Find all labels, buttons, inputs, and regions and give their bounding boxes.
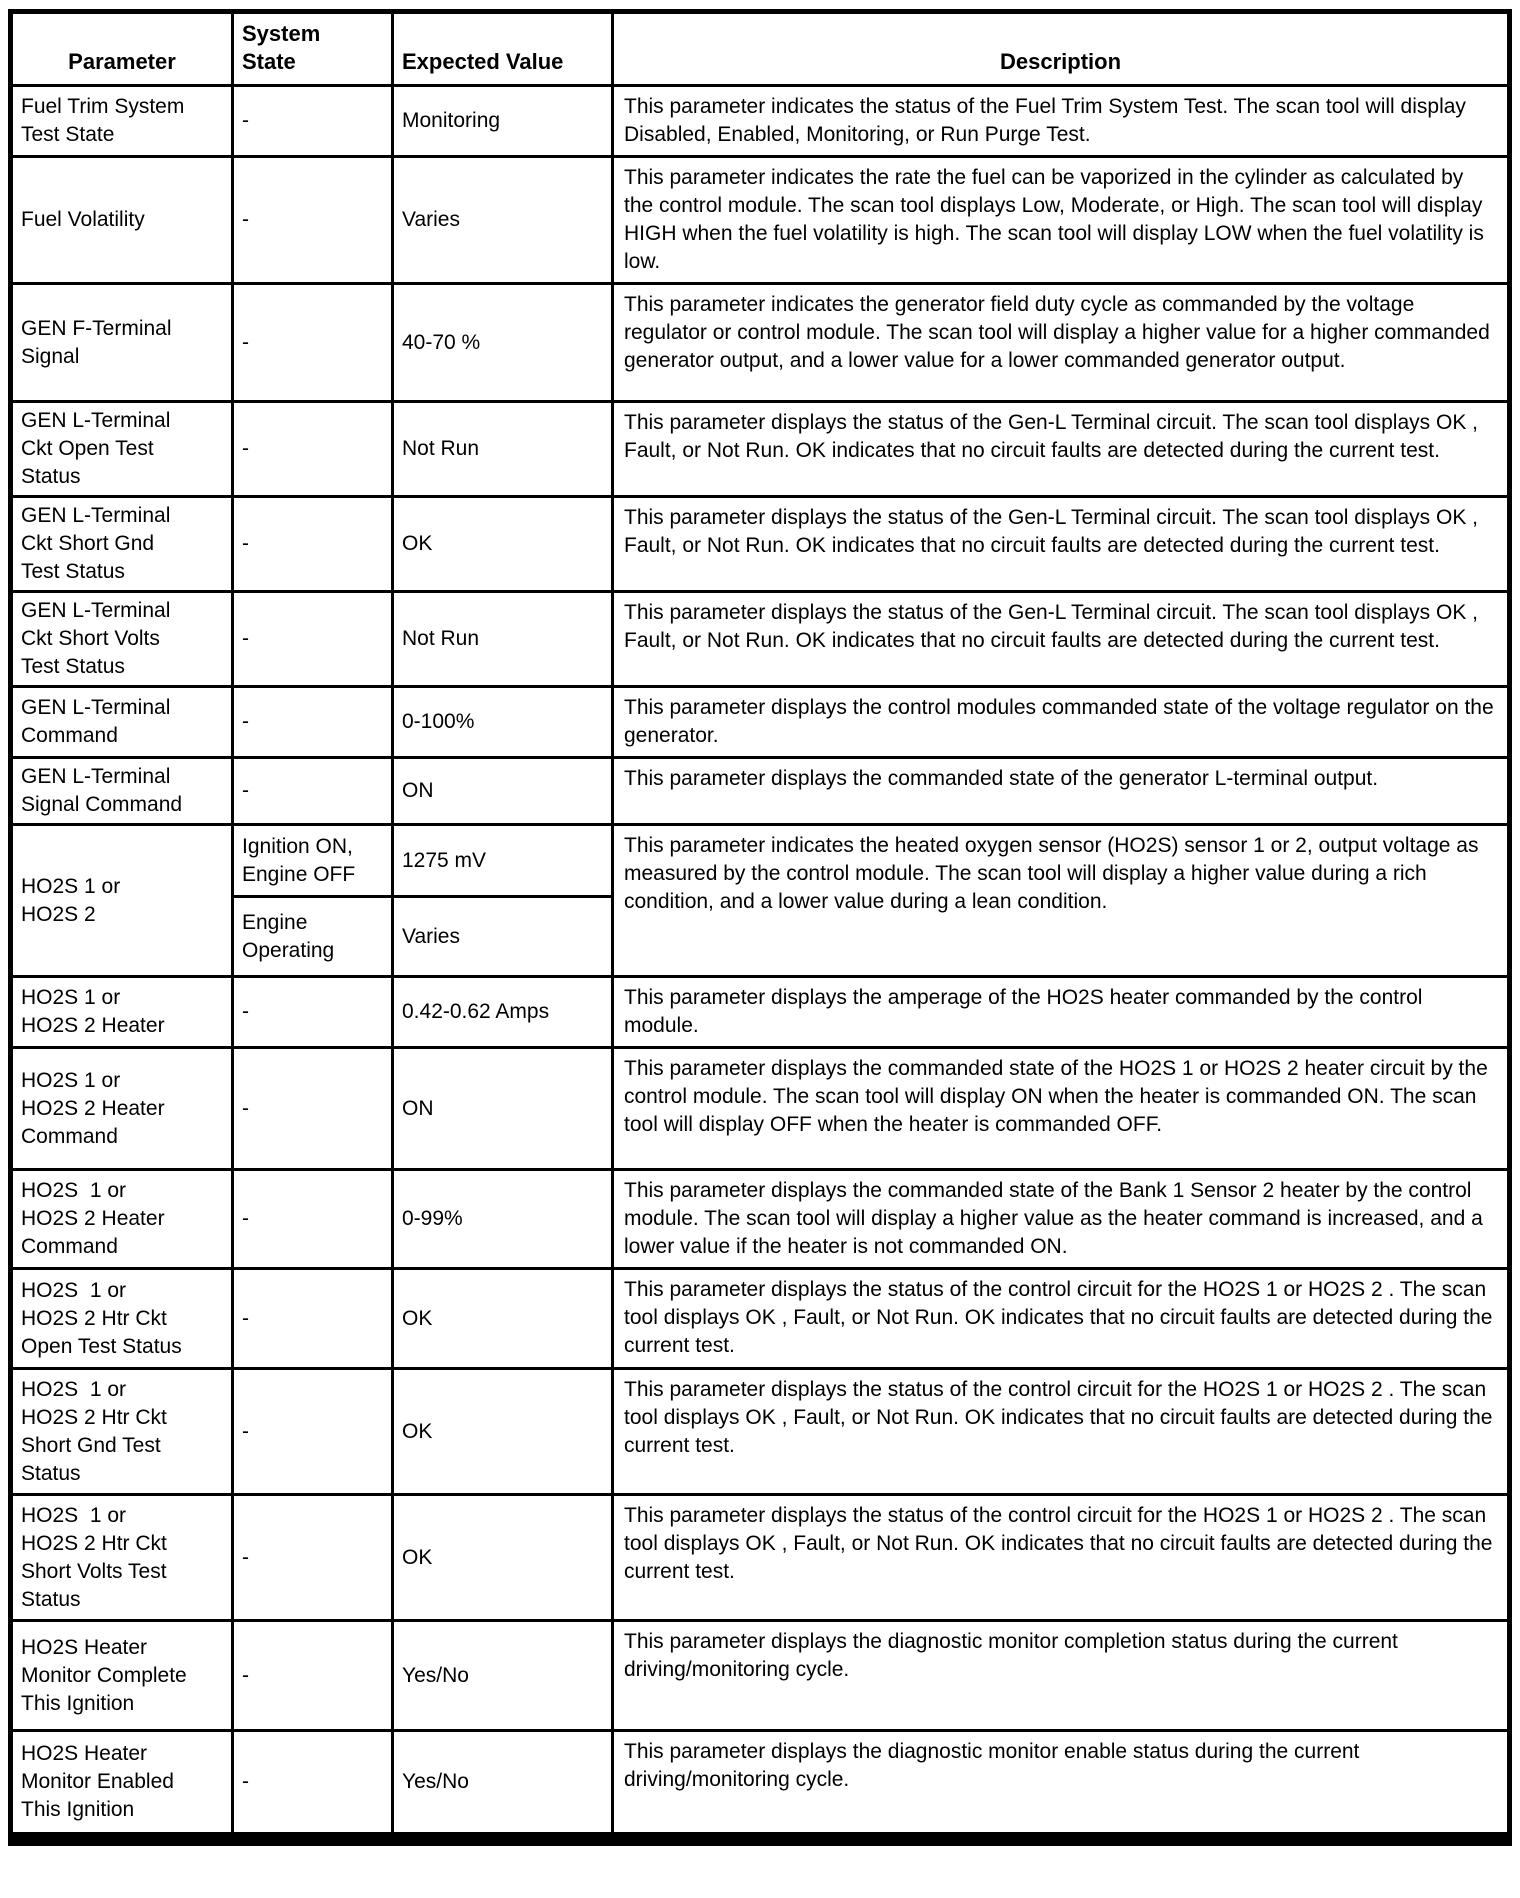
table-row: HO2S 1 or HO2S 2 Heater - 0.42-0.62 Amps… [9,975,1511,1049]
system-state-cell: - [231,756,394,826]
table-row: HO2S Heater Monitor Complete This Igniti… [9,1619,1511,1732]
description-cell: This parameter displays the commanded st… [611,756,1511,826]
expected-value-cell: 40-70 % [391,282,614,403]
description-cell: This parameter displays the control modu… [611,685,1511,759]
description-cell: This parameter displays the status of th… [611,590,1511,688]
system-state-cell: - [231,1267,394,1370]
expected-value-cell: Yes/No [391,1729,614,1840]
expected-value-cell: Not Run [391,400,614,498]
table-row: GEN L-Terminal Command - 0-100% This par… [9,685,1511,759]
table-row: HO2S 1 or HO2S 2 Htr Ckt Open Test Statu… [9,1267,1511,1370]
parameter-cell: Fuel Trim System Test State [9,84,234,158]
parameter-cell: GEN L-Terminal Signal Command [9,756,234,826]
expected-value-cell: Not Run [391,590,614,688]
expected-value-cell: Monitoring [391,84,614,158]
description-cell: This parameter indicates the rate the fu… [611,155,1511,285]
table-row: HO2S 1 or HO2S 2 Htr Ckt Short Gnd Test … [9,1367,1511,1496]
col-header-description: Description [611,10,1511,87]
parameter-cell: Fuel Volatility [9,155,234,285]
col-header-system-state: System State [231,10,394,87]
col-header-expected-value: Expected Value [391,10,614,87]
system-state-cell: - [231,975,394,1049]
expected-value-cell: ON [391,756,614,826]
description-cell: This parameter indicates the generator f… [611,282,1511,403]
table-row: HO2S 1 or HO2S 2 Heater Command - 0-99% … [9,1168,1511,1270]
parameter-cell: HO2S 1 or HO2S 2 Htr Ckt Open Test Statu… [9,1267,234,1370]
parameter-cell: GEN L-Terminal Ckt Open Test Status [9,400,234,498]
system-state-cell: - [231,495,394,593]
expected-value-cell: 0-100% [391,685,614,759]
parameter-cell: HO2S 1 or HO2S 2 Heater [9,975,234,1049]
system-state-cell: - [231,590,394,688]
system-state-cell: - [231,1619,394,1732]
expected-value-cell: ON [391,1046,614,1171]
system-state-cell: - [231,282,394,403]
description-cell: This parameter displays the status of th… [611,1493,1511,1622]
table-row-sub: Engine Operating Varies [11,895,1510,978]
table-row: GEN L-Terminal Signal Command - ON This … [9,756,1511,826]
system-state-cell: - [231,1046,394,1171]
system-state-cell: Engine Operating [231,895,394,978]
system-state-cell: - [231,84,394,158]
expected-value-cell: OK [391,1267,614,1370]
table-row: GEN L-Terminal Ckt Short Gnd Test Status… [9,495,1511,593]
expected-value-cell: 0.42-0.62 Amps [391,975,614,1049]
expected-value-cell: OK [391,1493,614,1622]
table-row: Fuel Volatility - Varies This parameter … [9,155,1511,285]
parameter-cell: HO2S 1 or HO2S 2 Htr Ckt Short Gnd Test … [9,1367,234,1496]
parameter-cell: HO2S Heater Monitor Enabled This Ignitio… [9,1729,234,1840]
expected-value-cell: 1275 mV [391,823,614,898]
header-row: Parameter System State Expected Value De… [9,10,1511,87]
system-state-cell: Ignition ON, Engine OFF [231,823,394,898]
parameter-cell: HO2S 1 or HO2S 2 Heater Command [9,1046,234,1171]
expected-value-cell: Varies [391,895,614,978]
system-state-cell: - [231,1168,394,1270]
parameter-cell: HO2S 1 or HO2S 2 Heater Command [9,1168,234,1270]
description-cell: This parameter indicates the heated oxyg… [611,823,1511,978]
parameter-cell: HO2S 1 or HO2S 2 Htr Ckt Short Volts Tes… [9,1493,234,1622]
parameter-cell: GEN L-Terminal Ckt Short Gnd Test Status [9,495,234,593]
system-state-cell: - [231,1729,394,1840]
table-row: GEN F-Terminal Signal - 40-70 % This par… [9,282,1511,403]
table-row: HO2S 1 or HO2S 2 Heater Command - ON Thi… [9,1046,1511,1171]
expected-value-cell: OK [391,495,614,593]
description-cell: This parameter indicates the status of t… [611,84,1511,158]
table-row: HO2S 1 or HO2S 2 Htr Ckt Short Volts Tes… [9,1493,1511,1622]
description-cell: This parameter displays the amperage of … [611,975,1511,1049]
parameter-cell: GEN L-Terminal Ckt Short Volts Test Stat… [9,590,234,688]
table-row: HO2S Heater Monitor Enabled This Ignitio… [9,1729,1511,1840]
description-cell: This parameter displays the commanded st… [611,1168,1511,1270]
system-state-cell: - [231,1367,394,1496]
system-state-cell: - [231,685,394,759]
parameters-table: Parameter System State Expected Value De… [8,9,1512,1846]
expected-value-cell: Yes/No [391,1619,614,1732]
description-cell: This parameter displays the status of th… [611,1367,1511,1496]
table-row: Fuel Trim System Test State - Monitoring… [9,84,1511,158]
system-state-cell: - [231,1493,394,1622]
system-state-cell: - [231,155,394,285]
expected-value-cell: OK [391,1367,614,1496]
description-cell: This parameter displays the status of th… [611,400,1511,498]
col-header-parameter: Parameter [9,10,234,87]
description-cell: This parameter displays the status of th… [611,495,1511,593]
system-state-cell: - [231,400,394,498]
expected-value-cell: 0-99% [391,1168,614,1270]
parameter-cell: GEN L-Terminal Command [9,685,234,759]
expected-value-cell: Varies [391,155,614,285]
table-row: GEN L-Terminal Ckt Open Test Status - No… [9,400,1511,498]
table-row: GEN L-Terminal Ckt Short Volts Test Stat… [9,590,1511,688]
description-cell: This parameter displays the commanded st… [611,1046,1511,1171]
description-cell: This parameter displays the diagnostic m… [611,1729,1511,1840]
description-cell: This parameter displays the status of th… [611,1267,1511,1370]
parameter-cell: GEN F-Terminal Signal [9,282,234,403]
table-row: HO2S 1 or HO2S 2 Ignition ON, Engine OFF… [9,823,1511,978]
parameter-cell: HO2S Heater Monitor Complete This Igniti… [9,1619,234,1732]
description-cell: This parameter displays the diagnostic m… [611,1619,1511,1732]
parameter-cell: HO2S 1 or HO2S 2 [9,823,234,978]
